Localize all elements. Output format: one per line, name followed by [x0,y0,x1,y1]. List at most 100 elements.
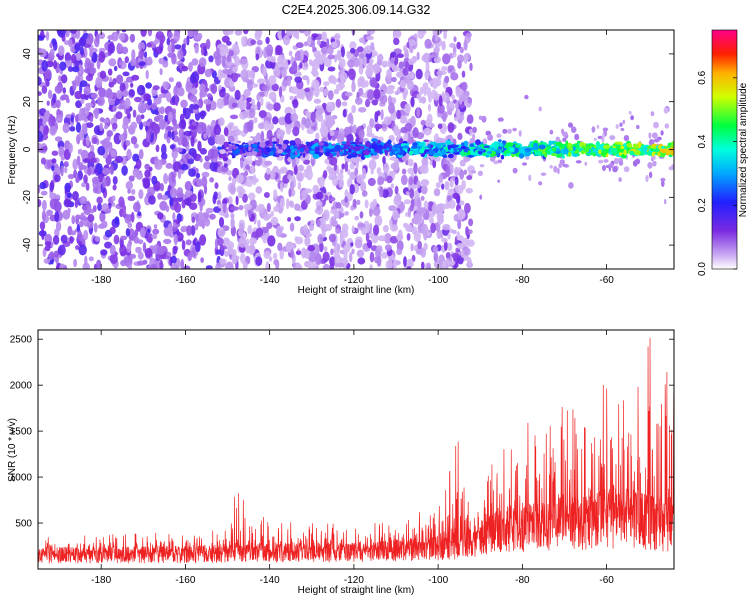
spectrogram-cell [365,45,372,54]
spectrogram-cell [381,189,389,198]
carrier-cell [423,139,429,143]
spectrogram-cell [365,68,374,77]
spectrogram-cell [144,247,153,259]
spectrogram-cell [472,126,477,134]
carrier-cell [343,149,347,156]
spectrogram-cell [108,58,117,67]
spectrogram-cell [151,175,158,185]
spectrogram-cell [247,79,254,92]
carrier-cell [243,144,249,148]
spectrogram-cell [39,125,44,133]
spectrogram-cell [351,248,355,255]
spectrogram-cell [340,75,345,85]
spectrogram-cell [205,38,211,50]
spectrogram-cell [248,209,252,219]
spectrogram-cell [398,61,405,69]
carrier-cell [290,149,295,153]
spectrogram-cell [284,112,293,125]
spectrogram-cell [162,60,169,68]
x-tick-label: -80 [515,575,530,586]
carrier-cell [445,140,452,145]
spectrogram-cell [189,73,197,84]
spectrogram-cell [402,90,407,101]
carrier-cell [289,152,293,157]
carrier-cell [228,145,233,152]
spectrogram-cell [329,173,337,180]
spectrogram-cell [393,30,402,39]
x-tick-label: -160 [175,275,195,286]
spectrogram-cell [619,122,623,127]
spectrogram-cell [301,190,308,200]
spectrogram-cell [97,145,106,156]
spectrogram-cell [358,107,367,113]
spectrogram-cell [386,88,394,95]
spectrogram-cell [341,163,346,170]
spectrogram-cell [411,226,418,235]
spectrogram-cell [116,74,124,85]
spectrogram-cell [457,132,463,140]
spectrogram-cell [137,101,146,114]
spectrogram-cell [404,61,410,69]
spectrogram-cell [602,164,606,172]
spectrogram-cell [420,30,427,35]
spectrogram-cell [323,88,329,97]
spectrogram-cell [145,131,151,143]
spectrogram-cell [315,132,320,141]
spectrogram-cell [85,122,94,128]
spectrogram-cell [257,219,261,229]
spectrogram-cell [63,166,68,174]
spectrogram-cell [327,46,334,55]
spectrogram-cell [352,124,357,135]
spectrogram-cell [181,136,188,147]
carrier-cell [503,145,510,148]
spectrogram-cell [404,103,411,114]
spectrogram-cell [121,30,127,33]
spectrogram-cell [38,76,42,86]
spectrogram-cell [60,94,69,101]
carrier-cell [393,144,400,149]
spectrogram-cell [396,233,404,241]
spectrogram-cell [364,199,369,209]
spectrogram-cell [278,86,283,98]
spectrogram-cell [125,181,133,190]
spectrogram-cell [75,245,80,250]
carrier-cell [567,151,572,157]
spectrogram-cell [468,218,474,227]
x-tick-label: -140 [260,575,280,586]
spectrogram-cell [140,30,147,37]
spectrogram-cell [258,203,263,210]
spectrogram-cell [138,189,144,200]
spectrogram-cell [39,181,47,190]
colorbar-gradient [712,30,737,269]
spectrogram-cell [73,258,77,268]
spectrogram-cell [200,46,205,56]
spectrogram-cell [79,164,88,170]
spectrogram-cell [382,224,389,233]
carrier-cell [561,143,565,149]
spectrogram-cell [354,239,363,249]
spectrogram-cell [104,124,108,130]
spectrogram-cell [195,241,201,253]
carrier-cell [595,141,600,147]
spectrogram-cell [423,242,428,251]
carrier-cell [509,146,515,153]
spectrogram-cell [444,75,450,84]
spectrogram-cell [373,224,380,236]
spectrogram-cell [128,175,135,182]
spectrogram-cell [163,173,169,185]
carrier-cell [220,154,227,158]
spectrogram-cell [421,261,425,269]
spectrogram-cell [132,109,137,118]
carrier-cell [247,155,252,161]
spectrogram-cell [275,259,280,269]
spectrogram-cell [173,85,178,97]
spectrogram-cell [297,164,305,172]
spectrogram-cell [118,32,125,41]
spectrogram-cell [247,224,253,235]
spectrogram-cell [433,91,439,101]
spectrogram-cell [255,256,263,266]
carrier-cell [623,149,627,156]
spectrogram-cell [410,184,418,190]
spectrogram-cell [137,251,144,260]
spectrogram-cell [234,129,242,136]
